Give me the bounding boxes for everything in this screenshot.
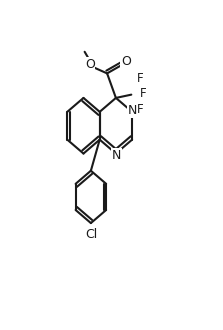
Text: Cl: Cl: [85, 228, 97, 241]
Text: F: F: [137, 103, 144, 115]
Text: O: O: [85, 58, 95, 71]
Text: O: O: [121, 55, 131, 68]
Text: F: F: [137, 73, 144, 85]
Text: F: F: [139, 87, 146, 101]
Text: N: N: [112, 149, 121, 162]
Text: N: N: [127, 104, 137, 117]
